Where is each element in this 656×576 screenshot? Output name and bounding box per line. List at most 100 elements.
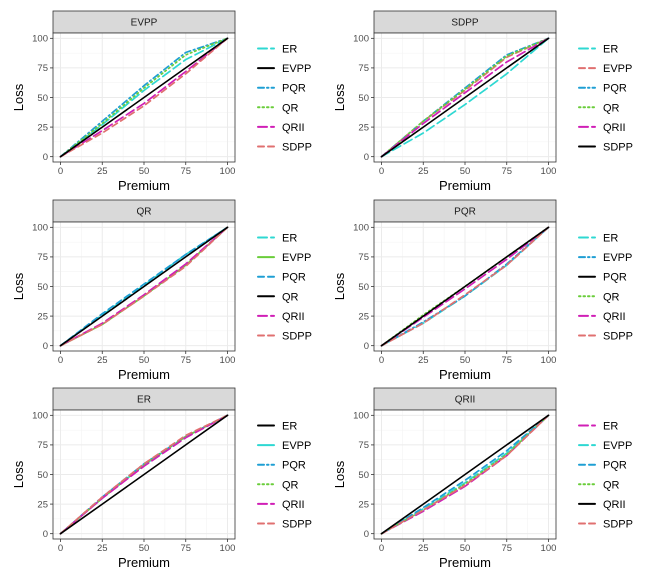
panel-qr-legend-label-pqr: PQR <box>282 272 306 284</box>
panel-qr-y-tick-label: 25 <box>37 311 48 322</box>
panel-pqr-y-tick-label: 0 <box>364 341 369 352</box>
panel-evpp-legend-label-sdpp: SDPP <box>282 142 312 154</box>
panel-evpp-x-tick-label: 50 <box>139 166 150 177</box>
panel-pqr: PQR 0 25 50 75 100 0 25 50 75 100 Premium Loss ER EVPP… <box>332 199 633 382</box>
panel-er-series-er <box>59 414 229 535</box>
panel-qrii-y-tick-label: 50 <box>358 470 369 481</box>
panel-qr-series-pqr <box>59 226 229 347</box>
panel-qr-x-tick-label: 0 <box>58 355 63 366</box>
panel-pqr-x-tick-label: 25 <box>418 355 429 366</box>
panel-er-legend-label-er: ER <box>282 421 297 433</box>
panel-er-y-tick-label: 0 <box>43 529 48 540</box>
panel-qr-x-tick-label: 100 <box>220 355 236 366</box>
panel-sdpp-x-tick-label: 0 <box>379 166 384 177</box>
panel-qr-x-tick-label: 50 <box>139 355 150 366</box>
panel-qrii-x-axis-title: Premium <box>439 555 491 570</box>
panel-er-border <box>52 409 236 540</box>
panel-evpp-series-qrii <box>59 37 229 158</box>
panel-evpp-x-tick-label: 100 <box>220 166 236 177</box>
panel-qrii-legend-label-sdpp: SDPP <box>603 519 633 531</box>
panel-pqr-y-tick-label: 75 <box>358 252 369 263</box>
panel-qrii-strip-title: QRII <box>455 395 476 406</box>
panel-qr-y-tick-label: 0 <box>43 341 48 352</box>
panel-sdpp-legend: ER EVPP PQR QR QRII SDPP <box>578 44 633 154</box>
panel-sdpp-series-qrii <box>380 37 550 158</box>
panel-evpp-series-qr <box>59 37 229 158</box>
panel-sdpp-series-sdpp <box>380 37 550 158</box>
panel-er-legend-label-evpp: EVPP <box>282 440 311 452</box>
panel-evpp-x-tick-label: 75 <box>180 166 191 177</box>
panel-evpp-border <box>52 32 236 163</box>
panel-pqr-y-tick-label: 25 <box>358 311 369 322</box>
panel-er-legend-label-qrii: QRII <box>282 499 305 511</box>
panel-evpp-y-tick-label: 0 <box>43 152 48 163</box>
panel-pqr-series-pqr <box>380 226 550 347</box>
panel-pqr-legend-label-pqr: PQR <box>603 272 627 284</box>
panel-qr-series-sdpp <box>59 226 229 347</box>
panel-sdpp-x-tick-label: 50 <box>460 166 471 177</box>
panel-pqr-x-tick-label: 50 <box>460 355 471 366</box>
panel-sdpp-x-tick-label: 25 <box>418 166 429 177</box>
panel-qrii-y-tick-label: 25 <box>358 499 369 510</box>
panel-qrii-border <box>373 409 557 540</box>
panel-qr: QR 0 25 50 75 100 0 25 50 75 100 Premium Loss ER EVPP P… <box>11 199 312 382</box>
panel-sdpp-series-qr <box>380 37 550 158</box>
panel-er-x-tick-label: 25 <box>97 543 108 554</box>
panel-sdpp-x-tick-label: 75 <box>501 166 512 177</box>
panel-evpp-legend-label-evpp: EVPP <box>282 63 311 75</box>
panel-er-x-tick-label: 100 <box>220 543 236 554</box>
panel-qr-y-tick-label: 75 <box>37 252 48 263</box>
panel-evpp-y-tick-label: 100 <box>32 34 48 45</box>
panel-er-y-tick-label: 100 <box>32 411 48 422</box>
panel-qrii: QRII 0 25 50 75 100 0 25 50 75 100 Premium Loss ER EVP… <box>332 387 633 570</box>
panel-er-legend-label-pqr: PQR <box>282 460 306 472</box>
panel-qrii-series-pqr <box>380 414 550 535</box>
panel-qrii-y-tick-label: 0 <box>364 529 369 540</box>
panel-evpp-legend-label-qr: QR <box>282 102 299 114</box>
panel-er-x-tick-label: 50 <box>139 543 150 554</box>
panel-er: ER 0 25 50 75 100 0 25 50 75 100 Premium Loss ER EVPP P… <box>11 387 312 570</box>
panel-qrii-legend: ER EVPP PQR QR QRII SDPP <box>578 421 633 531</box>
panel-qr-legend-label-er: ER <box>282 233 297 245</box>
panel-qrii-series-qrii <box>380 414 550 535</box>
panel-pqr-x-tick-label: 0 <box>379 355 384 366</box>
panel-qrii-x-tick-label: 25 <box>418 543 429 554</box>
panel-qrii-series-sdpp <box>380 414 550 535</box>
panel-qr-series-qr <box>59 226 229 347</box>
panel-qrii-x-tick-label: 75 <box>501 543 512 554</box>
panel-pqr-legend-label-evpp: EVPP <box>603 252 632 264</box>
panel-sdpp-border <box>373 32 557 163</box>
panel-er-legend: ER EVPP PQR QR QRII SDPP <box>257 421 312 531</box>
panel-er-legend-label-qr: QR <box>282 479 299 491</box>
panel-pqr-legend: ER EVPP PQR QR QRII SDPP <box>578 233 633 343</box>
panel-sdpp-strip-title: SDPP <box>451 18 479 29</box>
panel-qr-x-tick-label: 75 <box>180 355 191 366</box>
panel-evpp-y-tick-label: 25 <box>37 122 48 133</box>
panel-er-strip-title: ER <box>137 395 151 406</box>
panel-evpp-series-er <box>59 37 229 158</box>
panel-evpp-x-tick-label: 25 <box>97 166 108 177</box>
panel-evpp-y-tick-label: 75 <box>37 63 48 74</box>
panel-er-y-tick-label: 75 <box>37 440 48 451</box>
panel-qr-y-tick-label: 50 <box>37 282 48 293</box>
panel-qr-border <box>52 221 236 352</box>
panel-sdpp: SDPP 0 25 50 75 100 0 25 50 75 100 Premium Loss ER EVP… <box>332 10 633 193</box>
panel-pqr-x-tick-label: 75 <box>501 355 512 366</box>
panel-sdpp-y-tick-label: 25 <box>358 122 369 133</box>
panel-sdpp-y-tick-label: 50 <box>358 93 369 104</box>
panel-er-y-tick-label: 25 <box>37 499 48 510</box>
panel-evpp-y-axis-title: Loss <box>11 83 26 111</box>
panel-er-y-axis-title: Loss <box>11 460 26 488</box>
panel-evpp-y-tick-label: 50 <box>37 93 48 104</box>
panel-sdpp-x-tick-label: 100 <box>541 166 557 177</box>
panel-qr-x-tick-label: 25 <box>97 355 108 366</box>
panel-evpp-x-axis-title: Premium <box>118 178 170 193</box>
panel-evpp-x-tick-label: 0 <box>58 166 63 177</box>
panel-qr-legend-label-qrii: QRII <box>282 311 305 323</box>
panel-sdpp-legend-label-evpp: EVPP <box>603 63 632 75</box>
panel-sdpp-y-axis-title: Loss <box>332 83 347 111</box>
panel-evpp-series-evpp <box>59 37 229 158</box>
panel-qr-x-axis-title: Premium <box>118 367 170 382</box>
panel-evpp-legend-label-qrii: QRII <box>282 122 305 134</box>
